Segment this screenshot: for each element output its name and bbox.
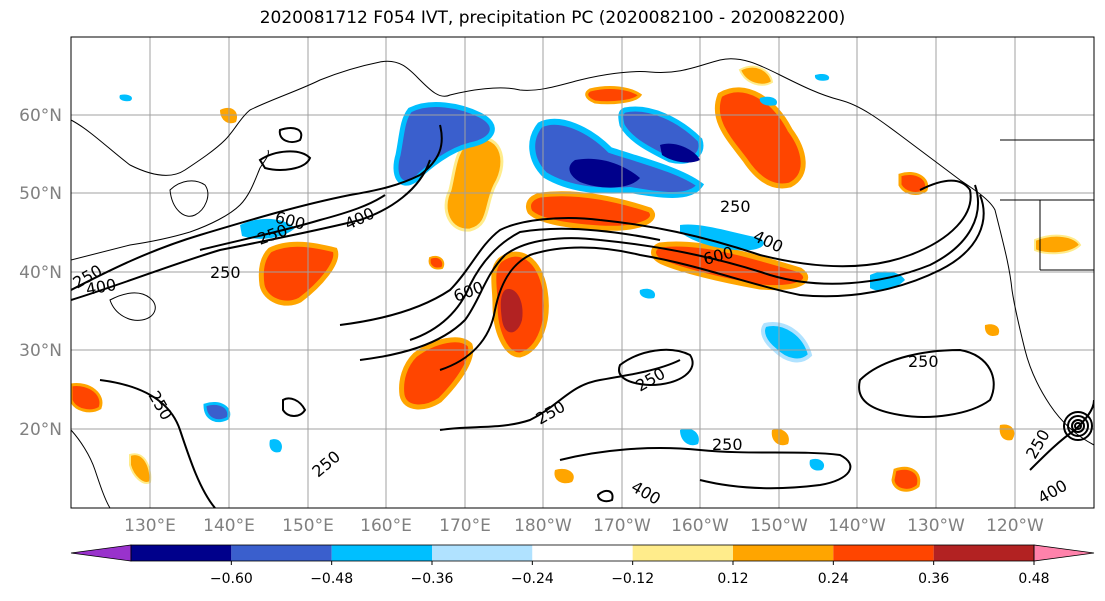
lon-label: 130°W	[907, 516, 965, 536]
lat-label: 50°N	[19, 184, 62, 204]
lat-label: 30°N	[19, 341, 62, 361]
colorbar: −0.60 −0.48 −0.36 −0.24 −0.12 0.12 0.24 0.36 0.4…	[70, 544, 1095, 587]
latitude-labels: 60°N 50°N 40°N 30°N 20°N	[19, 106, 62, 440]
colorbar-tick-label: −0.36	[411, 571, 454, 587]
map-frame	[70, 36, 1095, 509]
ivt-contours	[71, 124, 1094, 508]
colorbar-bin	[532, 545, 633, 561]
lon-label: 150°W	[750, 516, 808, 536]
colorbar-frame	[130, 544, 1035, 562]
colorbar-bin	[231, 545, 332, 561]
lon-label: 160°W	[671, 516, 729, 536]
lon-label: 140°W	[828, 516, 886, 536]
colorbar-bin	[733, 545, 834, 561]
colorbar-bin	[933, 545, 1034, 561]
contour-label: 250	[908, 352, 939, 371]
map-title: 2020081712 F054 IVT, precipitation PC (2…	[259, 8, 846, 28]
colorbar-bin	[331, 545, 432, 561]
lon-label: 180°W	[514, 516, 572, 536]
lat-label: 60°N	[19, 106, 62, 126]
contour-label: 250	[720, 197, 751, 216]
colorbar-tick-label: 0.36	[918, 571, 949, 587]
lon-label: 160°E	[360, 516, 412, 536]
colorbar-tick-label: −0.24	[511, 571, 554, 587]
contour-label: 250	[210, 263, 241, 282]
lon-label: 170°E	[439, 516, 491, 536]
contour-label: 250	[712, 435, 743, 454]
coastlines	[71, 37, 1094, 508]
precip-negative-areas	[119, 73, 905, 471]
colorbar-tick-label: 0.48	[1018, 571, 1049, 587]
lon-label: 140°E	[203, 516, 255, 536]
colorbar-tick-label: −0.48	[310, 571, 353, 587]
lat-label: 40°N	[19, 263, 62, 283]
lon-label: 150°E	[282, 516, 334, 536]
colorbar-bin	[632, 545, 733, 561]
colorbar-extend-max	[1033, 544, 1095, 562]
gridlines	[71, 37, 1094, 508]
colorbar-bin	[432, 545, 533, 561]
lon-label: 130°E	[124, 516, 176, 536]
lon-label: 120°W	[986, 516, 1044, 536]
colorbar-bin	[131, 545, 232, 561]
colorbar-bin	[833, 545, 934, 561]
colorbar-tick-label: −0.60	[210, 571, 253, 587]
lon-label: 170°W	[593, 516, 651, 536]
colorbar-extend-min	[70, 544, 132, 562]
longitude-labels: 130°E 140°E 150°E 160°E 170°E 180°W 170°…	[124, 516, 1044, 536]
colorbar-tick-label: −0.12	[611, 571, 654, 587]
lat-label: 20°N	[19, 420, 62, 440]
colorbar-tick-label: 0.12	[717, 571, 748, 587]
colorbar-tick-label: 0.24	[818, 571, 849, 587]
